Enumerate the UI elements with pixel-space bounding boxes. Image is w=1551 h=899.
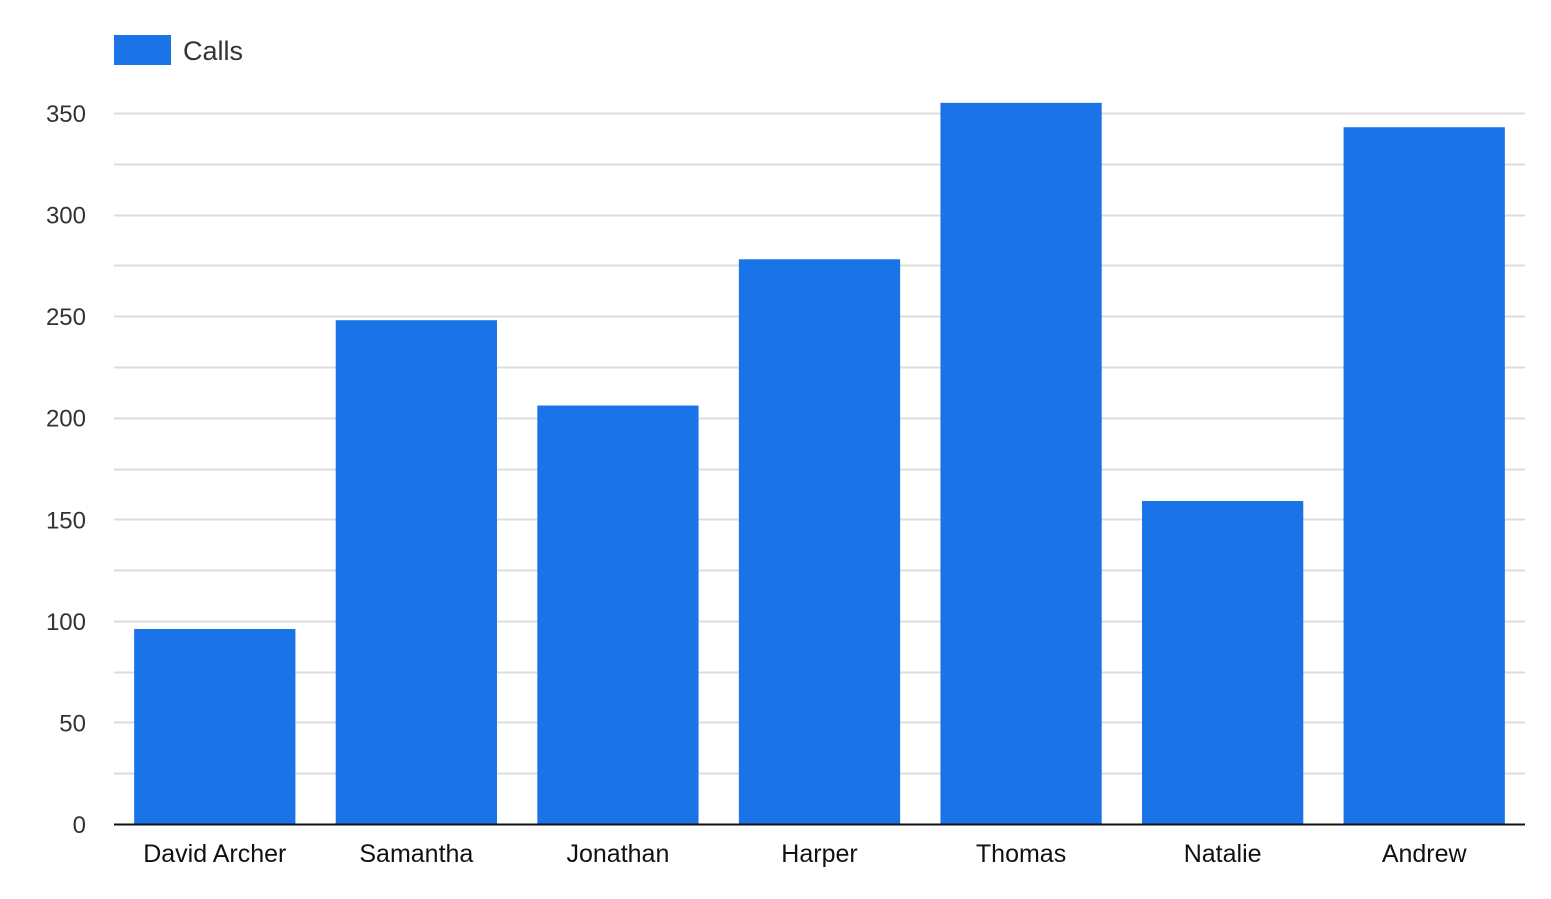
x-tick-label: Thomas [976, 840, 1066, 868]
bar-thomas [940, 102, 1102, 825]
bar-natalie [1142, 501, 1304, 824]
y-tick-label: 100 [46, 609, 86, 636]
x-tick-label: Harper [781, 840, 857, 868]
bar-jonathan [537, 405, 699, 824]
axes: 0 50 100 150 200 250 300 350 David Archer Samanth… [46, 101, 1525, 868]
x-tick-label: Samantha [359, 840, 473, 868]
legend: Calls [114, 35, 243, 66]
y-tick-label: 250 [46, 304, 86, 331]
y-tick-label: 150 [46, 507, 86, 534]
bars [134, 102, 1505, 825]
x-tick-label: Jonathan [566, 840, 669, 868]
bar-andrew [1343, 127, 1505, 825]
bar-harper [738, 259, 901, 825]
y-tick-label: 350 [46, 101, 86, 128]
y-tick-label: 50 [59, 710, 86, 737]
y-tick-label: 0 [73, 812, 86, 839]
legend-label-calls: Calls [183, 36, 243, 66]
bar-david-archer [134, 628, 296, 824]
x-tick-label: Natalie [1184, 840, 1262, 868]
legend-swatch-calls [114, 35, 171, 65]
bar-samantha [335, 320, 497, 824]
x-tick-label: David Archer [143, 840, 286, 868]
y-tick-label: 200 [46, 406, 86, 433]
y-tick-label: 300 [46, 203, 86, 230]
x-tick-label: Andrew [1382, 840, 1468, 868]
